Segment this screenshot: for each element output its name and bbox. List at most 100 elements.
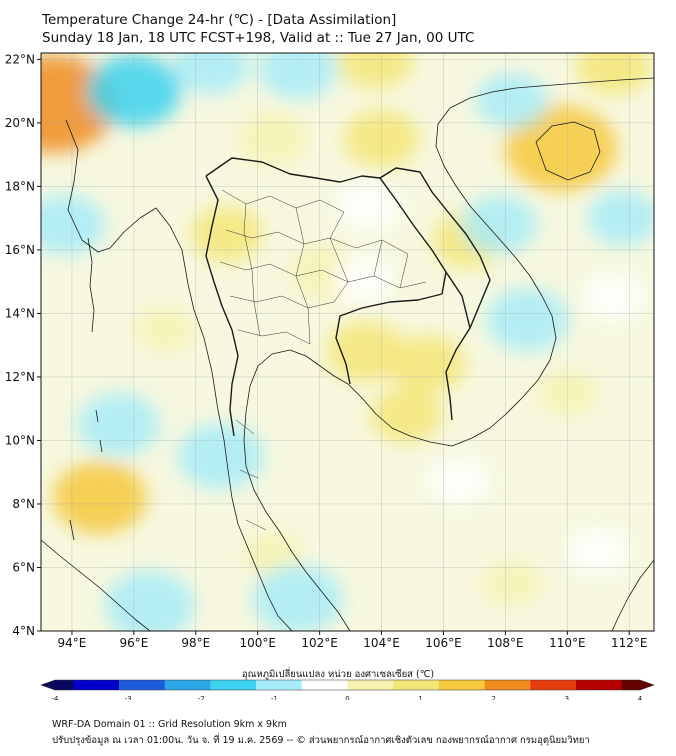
colorbar-segment <box>310 680 321 690</box>
map-title: Temperature Change 24-hr (℃) - [Data Ass… <box>42 12 397 28</box>
colorbar-segment <box>155 680 165 690</box>
anomaly-patch-12 <box>337 53 414 89</box>
colorbar-segment <box>630 680 641 690</box>
colorbar-segment <box>173 680 184 690</box>
colorbar-segment <box>219 680 229 690</box>
colorbar-segment <box>283 680 293 690</box>
colorbar-segment <box>585 680 595 690</box>
colorbar-segment <box>402 680 412 690</box>
anomaly-patch-31 <box>428 458 490 506</box>
lat-tick-label: 20°N <box>5 116 35 130</box>
anomaly-patch-28 <box>586 190 654 246</box>
anomaly-patch-33 <box>567 528 629 576</box>
colorbar-segment <box>164 680 175 690</box>
lat-tick-label: 12°N <box>5 370 35 384</box>
colorbar-tick-label: -4 <box>52 695 60 700</box>
coastline-gulf <box>243 349 453 631</box>
border-cambodia-vietnam <box>445 271 471 421</box>
lon-tick-label: 108°E <box>487 636 524 650</box>
anomaly-patch-2 <box>52 461 147 534</box>
colorbar-tick-label: 1 <box>418 695 422 700</box>
colorbar-segment <box>338 680 348 690</box>
anomaly-patch-6 <box>190 206 263 262</box>
colorbar-segment <box>118 680 129 690</box>
coastline-west <box>65 119 293 631</box>
colorbar-segment <box>566 680 577 690</box>
colorbar-segment <box>603 680 613 690</box>
lon-tick-label: 100°E <box>239 636 276 650</box>
lon-tick-label: 106°E <box>425 636 462 650</box>
colorbar-segment <box>621 680 632 690</box>
colorbar-segment <box>109 680 120 690</box>
colorbar-segment <box>246 680 257 690</box>
colorbar-segment <box>557 680 568 690</box>
colorbar-segment <box>329 680 339 690</box>
colorbar-segment <box>100 680 111 690</box>
anomaly-patch-19 <box>258 53 338 100</box>
colorbar-segment <box>146 680 156 690</box>
border-laos-vietnam <box>379 167 491 329</box>
colorbar-segment <box>91 680 102 690</box>
colorbar-segment <box>192 680 202 690</box>
colorbar-segment <box>210 680 220 690</box>
map-subtitle: Sunday 18 Jan, 18 UTC FCST+198, Valid at… <box>42 30 475 46</box>
colorbar-segment <box>530 680 540 690</box>
colorbar-segment <box>128 680 138 690</box>
lon-tick-label: 96°E <box>119 636 148 650</box>
colorbar-segment <box>484 680 495 690</box>
colorbar: -4 -3 -2 -1 0 1 2 3 4 <box>40 679 655 700</box>
colorbar-segment <box>493 680 504 690</box>
nicobar-islands <box>69 409 103 541</box>
colorbar-segment <box>265 680 275 690</box>
lon-tick-label: 94°E <box>58 636 87 650</box>
plot-frame <box>40 52 655 632</box>
anomaly-patch-27 <box>475 72 548 129</box>
colorbar-label: อุณหภูมิเปลี่ยนแปลง หน่วย องศาเซลเซียส (… <box>241 669 435 680</box>
colorbar-segment <box>393 680 403 690</box>
colorbar-segment <box>201 680 211 690</box>
colorbar-segment <box>73 680 83 690</box>
colorbar-segment <box>237 680 248 690</box>
lat-tick-label: 14°N <box>5 306 35 320</box>
lat-tick-label: 18°N <box>5 179 35 193</box>
colorbar-segment <box>594 680 604 690</box>
colorbar-segment <box>384 680 394 690</box>
colorbar-segment <box>365 680 376 690</box>
colorbar-segment <box>292 680 303 690</box>
colorbar-segment <box>256 680 266 690</box>
colorbar-tick-label: -3 <box>125 695 132 700</box>
lat-tick-label: 4°N <box>12 624 35 638</box>
anomaly-patch-20 <box>41 193 106 256</box>
colorbar-tick-label: 3 <box>565 695 569 700</box>
colorbar-tick-label: 4 <box>638 695 643 700</box>
colorbar-segment <box>137 680 147 690</box>
anomaly-patch-10 <box>370 387 443 443</box>
coastline-borneo <box>611 559 654 631</box>
coastline-sumatra <box>41 539 151 631</box>
colorbar-segment <box>521 680 531 690</box>
colorbar-segment <box>374 680 385 690</box>
colorbar-segment <box>429 680 440 690</box>
colorbar-segment <box>512 680 522 690</box>
colorbar-segment <box>347 680 357 690</box>
colorbar-arrow-high <box>640 680 654 690</box>
lon-tick-label: 112°E <box>611 636 648 650</box>
footer-model-info: WRF-DA Domain 01 :: Grid Resolution 9km … <box>52 719 287 730</box>
colorbar-segment <box>475 680 485 690</box>
colorbar-segment <box>356 680 367 690</box>
anomaly-patch-26 <box>461 195 538 254</box>
border-thailand-myanmar <box>205 175 239 437</box>
colorbar-segment <box>82 680 92 690</box>
anomaly-patch-24 <box>252 564 344 631</box>
anomaly-patch-14 <box>135 307 194 352</box>
colorbar-arrow-low <box>41 680 55 690</box>
colorbar-segment <box>612 680 623 690</box>
lat-tick-label: 8°N <box>12 497 35 511</box>
anomaly-patch-11 <box>575 53 652 95</box>
footer-credit: ปรับปรุงข้อมูล ณ เวลา 01:00น. วัน จ. ที่… <box>52 735 590 746</box>
anomaly-patch-29 <box>336 180 402 231</box>
colorbar-segment <box>301 680 312 690</box>
anomaly-patch-21 <box>76 392 160 457</box>
colorbar-segment <box>411 680 421 690</box>
colorbar-segment <box>420 680 431 690</box>
